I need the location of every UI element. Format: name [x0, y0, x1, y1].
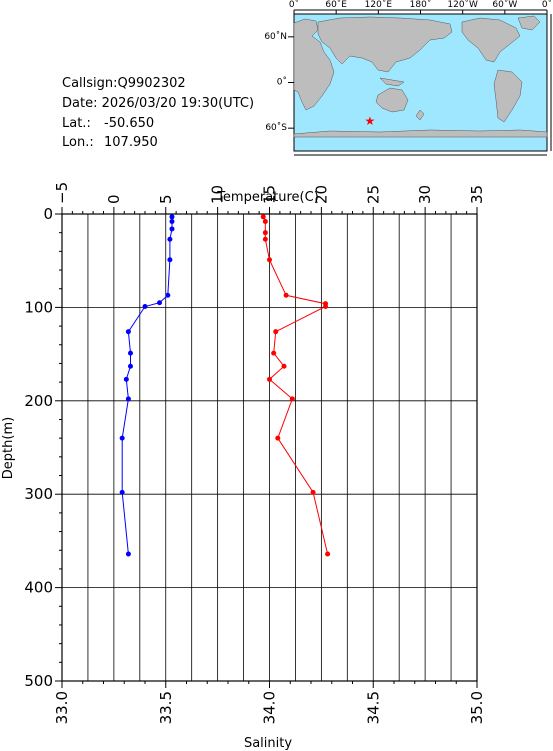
- series-point: [119, 489, 125, 495]
- temperature-tick-label: 25: [364, 185, 382, 204]
- series-line: [262, 216, 329, 555]
- lat-label: Lat.:: [62, 116, 91, 131]
- series-point: [289, 396, 295, 402]
- temperature-ticks: −5 0 5 10 15 20 25 30 35: [53, 182, 486, 214]
- series-point: [125, 329, 131, 335]
- series-point: [271, 350, 277, 356]
- series-point: [267, 257, 272, 263]
- map-longitude-label: 180˚: [410, 0, 432, 10]
- series-point: [167, 257, 173, 263]
- series-point: [323, 303, 329, 309]
- map-longitude-label: 0˚: [542, 0, 552, 10]
- series-point: [275, 435, 281, 441]
- profile-chart: −5 0 5 10 15 20 25 30 35 33.0 33.5 34.0 34.5 35.0 01…: [1, 182, 486, 751]
- salinity-tick-label: 34.5: [364, 691, 382, 724]
- salinity-tick-label: 34.0: [261, 691, 279, 724]
- depth-tick-label: 300: [24, 485, 53, 503]
- salinity-tick-label: 33.0: [53, 691, 71, 724]
- map-latitude-label: 60˚N: [264, 31, 287, 42]
- landmass-australia: [375, 87, 409, 113]
- temperature-tick-label: 30: [416, 185, 434, 204]
- depth-tick-label: 0: [43, 205, 53, 223]
- series-point: [125, 396, 131, 402]
- landmass-greenland: [517, 15, 541, 31]
- salinity-ticks: 33.0 33.5 34.0 34.5 35.0: [53, 681, 486, 724]
- series-point: [142, 303, 148, 309]
- lat-value: -50.650: [104, 116, 154, 131]
- series-point: [127, 363, 133, 369]
- series-point: [262, 218, 268, 224]
- series-2: [260, 214, 331, 557]
- series-point: [281, 363, 287, 369]
- salinity-axis-label: Salinity: [244, 736, 292, 751]
- landmass-new-zealand: [415, 109, 425, 121]
- series-1: [119, 214, 175, 557]
- depth-tick-label: 200: [24, 392, 53, 410]
- series-point: [283, 292, 289, 298]
- map-land: [293, 15, 548, 138]
- series-point: [157, 300, 163, 306]
- profile-series: [119, 214, 331, 557]
- series-point: [165, 292, 171, 298]
- map-right-ticks: 60˚N 0˚ 60˚S: [264, 31, 294, 133]
- series-point: [125, 551, 131, 557]
- info-block: Callsign:Q9902302 Date: 2026/03/20 19:30…: [62, 76, 254, 150]
- map-top-ticks: 0˚ 60˚E 120˚E 180˚ 120˚W 60˚W 0˚: [289, 0, 552, 14]
- depth-ticks: 0 100 200 300 400 500: [24, 205, 62, 690]
- series-point: [169, 226, 175, 232]
- date-text: Date: 2026/03/20 19:30(UTC): [62, 96, 254, 111]
- series-point: [267, 376, 272, 382]
- map-longitude-label: 120˚E: [365, 0, 393, 10]
- salinity-tick-label: 35.0: [468, 691, 486, 724]
- series-point: [167, 236, 173, 242]
- landmass-antarctica: [293, 129, 548, 138]
- series-point: [169, 218, 175, 224]
- temperature-tick-label: 5: [157, 194, 175, 204]
- temperature-tick-label: −5: [53, 182, 71, 204]
- depth-axis-label: Depth(m): [1, 417, 16, 479]
- lon-label: Lon.:: [62, 135, 94, 150]
- map-longitude-label: 60˚W: [492, 0, 517, 10]
- star-icon: ★: [364, 114, 375, 128]
- salinity-tick-label: 33.5: [157, 691, 175, 724]
- lon-value: 107.950: [104, 135, 158, 150]
- landmass-asia: [317, 16, 453, 73]
- callsign-text: Callsign:Q9902302: [62, 76, 186, 91]
- chart-grid: [61, 213, 478, 682]
- series-point: [262, 236, 268, 242]
- depth-tick-label: 500: [24, 672, 53, 690]
- series-point: [325, 551, 331, 557]
- map-longitude-label: 0˚: [289, 0, 299, 10]
- world-map: 0˚ 60˚E 120˚E 180˚ 120˚W 60˚W 0˚ 60˚N 0˚ 60˚S ★: [264, 0, 552, 156]
- depth-tick-label: 400: [24, 579, 53, 597]
- temperature-tick-label: 20: [312, 185, 330, 204]
- map-latitude-label: 60˚S: [265, 122, 287, 133]
- map-longitude-label: 120˚W: [447, 0, 478, 10]
- landmass-south-america: [493, 69, 523, 123]
- series-point: [169, 214, 175, 220]
- temperature-tick-label: 10: [209, 185, 227, 204]
- series-point: [119, 435, 125, 441]
- map-latitude-label: 0˚: [277, 77, 287, 88]
- landmass-indonesia: [379, 77, 405, 87]
- map-longitude-label: 60˚E: [325, 0, 347, 10]
- series-point: [310, 489, 316, 495]
- series-point: [262, 230, 268, 236]
- series-point: [123, 376, 129, 382]
- temperature-axis-label: Temperature(C): [216, 190, 319, 205]
- series-point: [127, 350, 133, 356]
- temperature-tick-label: 35: [468, 185, 486, 204]
- landmass-africa-europe: [293, 18, 335, 111]
- series-point: [260, 214, 266, 220]
- landmass-north-america: [461, 17, 521, 63]
- temperature-tick-label: 0: [105, 194, 123, 204]
- temperature-tick-label: 15: [261, 185, 279, 204]
- series-point: [273, 329, 279, 335]
- depth-tick-label: 100: [24, 298, 53, 316]
- series-line: [121, 216, 173, 555]
